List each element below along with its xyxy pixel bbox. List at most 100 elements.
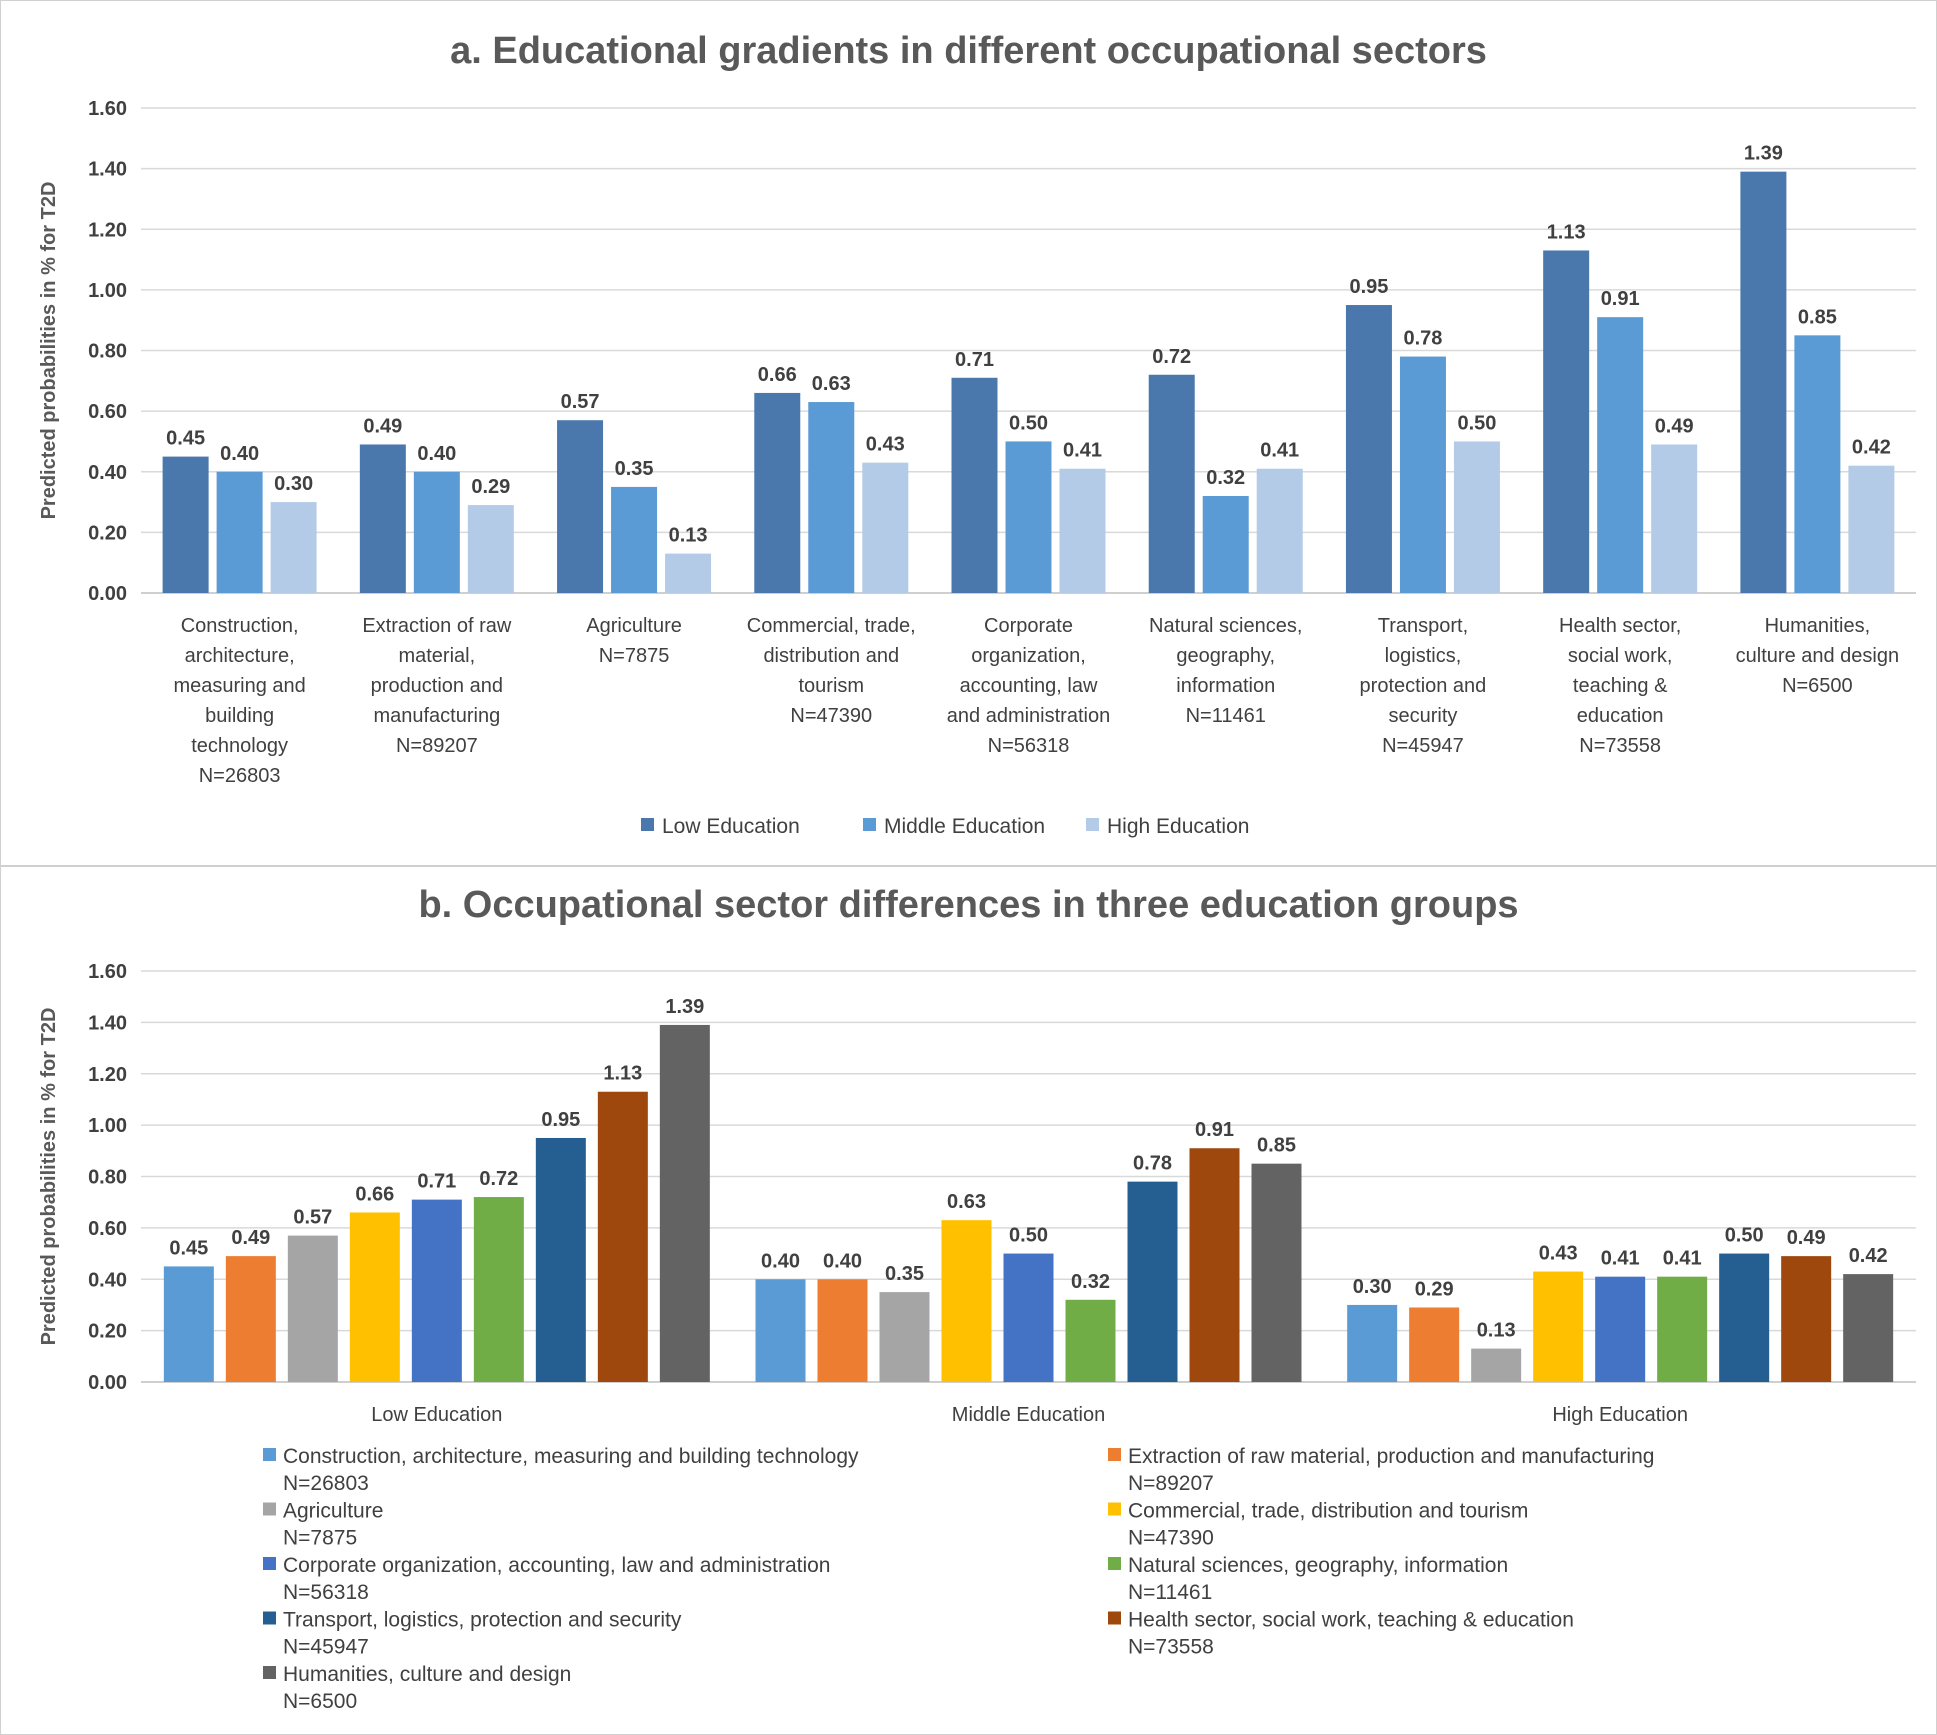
a-category-label: material,	[398, 645, 475, 667]
a-bar	[1005, 441, 1052, 593]
b-data-label: 0.41	[1663, 1248, 1702, 1270]
b-legend-swatch	[263, 1502, 276, 1516]
b-data-label: 0.13	[1477, 1320, 1516, 1342]
b-bar	[597, 1091, 648, 1382]
a-data-label: 0.32	[1206, 467, 1245, 489]
a-category-label: organization,	[971, 645, 1086, 667]
a-category-label: N=11461	[1186, 705, 1266, 727]
b-legend-label: Commercial, trade, distribution and tour…	[1128, 1500, 1528, 1523]
a-y-tick-label: 0.40	[88, 462, 127, 484]
a-data-label: 0.49	[363, 415, 402, 437]
b-bar	[535, 1137, 586, 1382]
a-bar	[467, 505, 514, 593]
b-bar	[1781, 1256, 1832, 1382]
b-legend-n: N=7875	[283, 1527, 357, 1550]
b-bar	[659, 1024, 710, 1382]
a-y-tick-label: 0.80	[88, 341, 127, 363]
b-bar	[1719, 1253, 1770, 1382]
b-y-tick-label: 1.60	[88, 961, 127, 983]
b-bar	[941, 1220, 992, 1382]
a-category-label: N=45947	[1382, 735, 1464, 757]
b-data-label: 0.78	[1133, 1153, 1172, 1175]
b-data-label: 0.40	[761, 1250, 800, 1272]
b-legend-swatch	[263, 1557, 276, 1570]
b-y-tick-label: 0.00	[88, 1372, 127, 1394]
a-data-label: 0.35	[615, 458, 654, 480]
b-data-label: 0.32	[1071, 1271, 1110, 1293]
b-legend-n: N=47390	[1128, 1527, 1214, 1550]
b-data-label: 1.13	[603, 1063, 642, 1085]
a-data-label: 0.66	[758, 364, 797, 386]
a-data-label: 0.40	[417, 443, 456, 465]
b-chart-title: b. Occupational sector differences in th…	[418, 884, 1518, 926]
b-legend-label: Construction, architecture, measuring an…	[283, 1445, 859, 1468]
a-category-label: Health sector,	[1559, 615, 1681, 637]
a-data-label: 0.71	[955, 349, 994, 371]
b-data-label: 0.29	[1415, 1279, 1454, 1301]
a-bar	[808, 402, 855, 593]
b-legend-n: N=89207	[1128, 1472, 1214, 1495]
b-y-tick-label: 1.00	[88, 1115, 127, 1137]
b-y-tick-label: 0.40	[88, 1269, 127, 1291]
a-y-tick-label: 0.60	[88, 401, 127, 423]
a-y-tick-label: 1.40	[88, 159, 127, 181]
b-bar	[1127, 1181, 1178, 1382]
a-category-label: Commercial, trade,	[747, 615, 916, 637]
b-data-label: 0.66	[355, 1183, 394, 1205]
a-category-label: N=26803	[199, 765, 281, 787]
a-category-label: culture and design	[1736, 645, 1899, 667]
a-bar	[862, 462, 909, 593]
b-bar	[287, 1235, 338, 1382]
b-legend-swatch	[263, 1448, 276, 1461]
a-data-label: 0.40	[220, 443, 259, 465]
b-bar	[1251, 1163, 1302, 1382]
a-category-label: architecture,	[185, 645, 295, 667]
a-bar	[1651, 444, 1698, 593]
b-legend-swatch	[1108, 1448, 1121, 1461]
a-data-label: 0.42	[1852, 437, 1891, 459]
chart-a-panel: a. Educational gradients in different oc…	[0, 0, 1937, 866]
b-bar	[1533, 1271, 1584, 1382]
b-category-label: Low Education	[371, 1404, 502, 1426]
a-category-label: Construction,	[181, 615, 299, 637]
b-y-tick-label: 0.60	[88, 1218, 127, 1240]
a-data-label: 0.57	[561, 391, 600, 413]
chart-b: b. Occupational sector differences in th…	[38, 884, 1916, 1713]
a-category-label: production and	[371, 675, 503, 697]
b-data-label: 0.91	[1195, 1119, 1234, 1141]
a-y-tick-label: 0.00	[88, 583, 127, 605]
a-data-label: 0.41	[1260, 440, 1299, 462]
a-category-label: N=7875	[599, 645, 670, 667]
b-legend-label: Transport, logistics, protection and sec…	[283, 1609, 682, 1632]
a-bar	[1597, 317, 1644, 593]
b-data-label: 0.71	[417, 1171, 456, 1193]
a-category-label: education	[1577, 705, 1664, 727]
b-data-label: 0.63	[947, 1191, 986, 1213]
b-data-label: 0.57	[293, 1207, 332, 1229]
b-bar	[225, 1256, 276, 1382]
b-legend-n: N=11461	[1128, 1581, 1212, 1604]
b-data-label: 0.50	[1725, 1225, 1764, 1247]
b-data-label: 0.50	[1009, 1225, 1048, 1247]
b-bar	[1065, 1299, 1116, 1382]
a-bar	[1399, 356, 1446, 593]
a-category-label: N=73558	[1579, 735, 1661, 757]
b-legend-swatch	[1108, 1502, 1121, 1516]
a-category-label: Transport,	[1378, 615, 1468, 637]
b-legend-n: N=6500	[283, 1690, 357, 1713]
a-category-label: geography,	[1176, 645, 1275, 667]
b-data-label: 0.85	[1257, 1135, 1296, 1157]
a-data-label: 0.72	[1152, 346, 1191, 368]
a-bar	[1794, 335, 1841, 593]
b-data-label: 0.72	[479, 1168, 518, 1190]
b-bar	[163, 1266, 214, 1382]
a-data-label: 0.43	[866, 434, 905, 456]
b-y-tick-label: 0.20	[88, 1321, 127, 1343]
b-legend-swatch	[1108, 1611, 1121, 1625]
b-legend-n: N=73558	[1128, 1636, 1214, 1659]
a-bar	[413, 471, 460, 593]
b-bar	[1189, 1148, 1240, 1382]
a-data-label: 0.50	[1457, 412, 1496, 434]
b-bar	[879, 1292, 930, 1382]
a-category-label: security	[1388, 705, 1457, 727]
